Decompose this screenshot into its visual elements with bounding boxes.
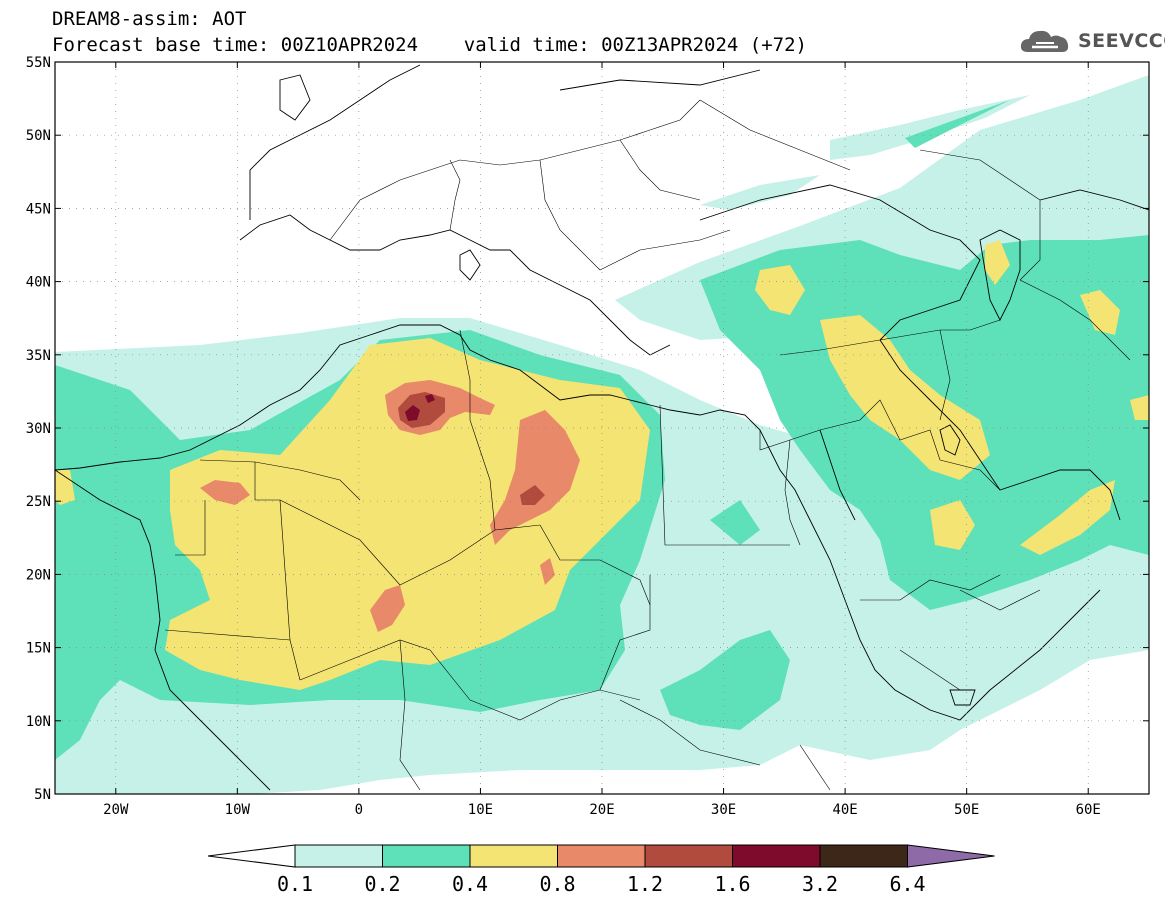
lon-label: 40E [832, 802, 857, 818]
colorbar-segment [207, 844, 296, 868]
lat-label: 5N [34, 787, 51, 803]
aot-level-1.6 [405, 394, 435, 421]
colorbar-segment [732, 844, 821, 868]
lat-label: 10N [26, 714, 51, 730]
lon-label: 50E [954, 802, 979, 818]
lat-label: 40N [26, 275, 51, 291]
colorbar-segment [557, 844, 646, 868]
lat-label: 15N [26, 641, 51, 657]
colorbar-label: 6.4 [889, 872, 925, 896]
aot-contour-layer [55, 62, 1149, 794]
lat-label: 45N [26, 201, 51, 217]
lat-label: 25N [26, 494, 51, 510]
colorbar-label: 0.8 [539, 872, 575, 896]
cloud-icon [1020, 30, 1069, 52]
lon-label: 10E [468, 802, 493, 818]
colorbar-label: 0.1 [277, 872, 313, 896]
lat-label: 35N [26, 348, 51, 364]
lon-label: 20E [589, 802, 614, 818]
lat-label: 50N [26, 128, 51, 144]
country-borders [164, 99, 1131, 791]
seevccc-logo: SEEVCCC [1018, 24, 1165, 58]
lon-label: 60E [1076, 802, 1101, 818]
colorbar-segment [644, 844, 733, 868]
lon-label: 0 [355, 802, 363, 818]
colorbar-label: 0.4 [452, 872, 488, 896]
lat-label: 30N [26, 421, 51, 437]
map-axes: 55N 50N 45N 40N 35N 30N 25N 20N 15N 10N 5N 20W 10W 0 1… [26, 55, 1149, 818]
colorbar: 0.1 0.2 0.4 0.8 1.2 1.6 3.2 6.4 [207, 844, 995, 896]
graticule [55, 62, 1149, 794]
colorbar-label: 3.2 [802, 872, 838, 896]
colorbar-label: 1.2 [627, 872, 663, 896]
lon-label: 30E [711, 802, 736, 818]
colorbar-label: 0.2 [364, 872, 400, 896]
colorbar-segment [294, 844, 383, 868]
lon-label: 20W [103, 802, 129, 818]
colorbar-label: 1.6 [714, 872, 750, 896]
colorbar-segment [907, 844, 995, 868]
logo-text: SEEVCCC [1078, 30, 1165, 52]
lat-label: 20N [26, 567, 51, 583]
map-title: DREAM8-assim: AOT [52, 8, 247, 30]
lat-label: 55N [26, 55, 51, 71]
colorbar-segment [469, 844, 558, 868]
colorbar-segment [382, 844, 471, 868]
forecast-time-subtitle: Forecast base time: 00Z10APR2024 valid t… [52, 34, 807, 56]
colorbar-segment [819, 844, 908, 868]
lon-label: 10W [225, 802, 251, 818]
coastlines [55, 64, 1149, 791]
